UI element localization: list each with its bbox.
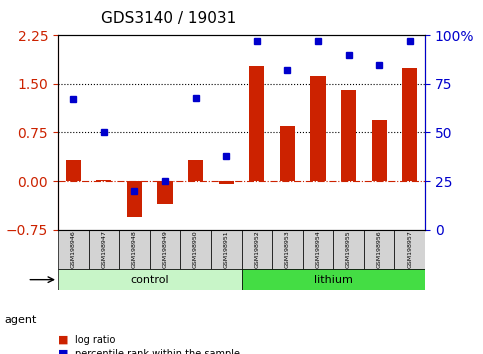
FancyBboxPatch shape	[58, 269, 242, 290]
Text: GSM198948: GSM198948	[132, 230, 137, 268]
Text: GSM198953: GSM198953	[285, 230, 290, 268]
FancyBboxPatch shape	[364, 230, 395, 269]
FancyBboxPatch shape	[88, 230, 119, 269]
FancyBboxPatch shape	[242, 269, 425, 290]
Bar	[402, 68, 417, 181]
Bar	[311, 76, 326, 181]
Text: GSM198947: GSM198947	[101, 230, 106, 268]
Text: GSM198956: GSM198956	[377, 230, 382, 268]
Text: GSM198951: GSM198951	[224, 230, 229, 268]
Text: agent: agent	[5, 315, 37, 325]
Bar	[157, 181, 173, 204]
Bar	[280, 126, 295, 181]
Text: GDS3140 / 19031: GDS3140 / 19031	[101, 11, 237, 25]
FancyBboxPatch shape	[303, 230, 333, 269]
Bar	[127, 181, 142, 217]
FancyBboxPatch shape	[58, 230, 88, 269]
FancyBboxPatch shape	[395, 230, 425, 269]
Bar	[371, 120, 387, 181]
Text: GSM198946: GSM198946	[71, 230, 76, 268]
FancyBboxPatch shape	[333, 230, 364, 269]
FancyBboxPatch shape	[180, 230, 211, 269]
Text: control: control	[130, 275, 169, 285]
Bar	[66, 160, 81, 181]
Text: GSM198955: GSM198955	[346, 230, 351, 268]
FancyBboxPatch shape	[272, 230, 303, 269]
Text: GSM198950: GSM198950	[193, 230, 198, 268]
Text: ■: ■	[58, 335, 69, 345]
Bar	[188, 160, 203, 181]
Text: GSM198957: GSM198957	[407, 230, 412, 268]
Text: percentile rank within the sample: percentile rank within the sample	[75, 349, 240, 354]
Text: lithium: lithium	[314, 275, 353, 285]
Text: ■: ■	[58, 349, 69, 354]
FancyBboxPatch shape	[150, 230, 180, 269]
Bar	[341, 90, 356, 181]
Bar	[219, 181, 234, 184]
Text: GSM198954: GSM198954	[315, 230, 321, 268]
Text: GSM198949: GSM198949	[162, 230, 168, 268]
FancyBboxPatch shape	[242, 230, 272, 269]
Text: GSM198952: GSM198952	[254, 230, 259, 268]
FancyBboxPatch shape	[119, 230, 150, 269]
FancyBboxPatch shape	[211, 230, 242, 269]
Text: log ratio: log ratio	[75, 335, 115, 345]
Bar	[249, 66, 265, 181]
Bar	[96, 180, 112, 181]
